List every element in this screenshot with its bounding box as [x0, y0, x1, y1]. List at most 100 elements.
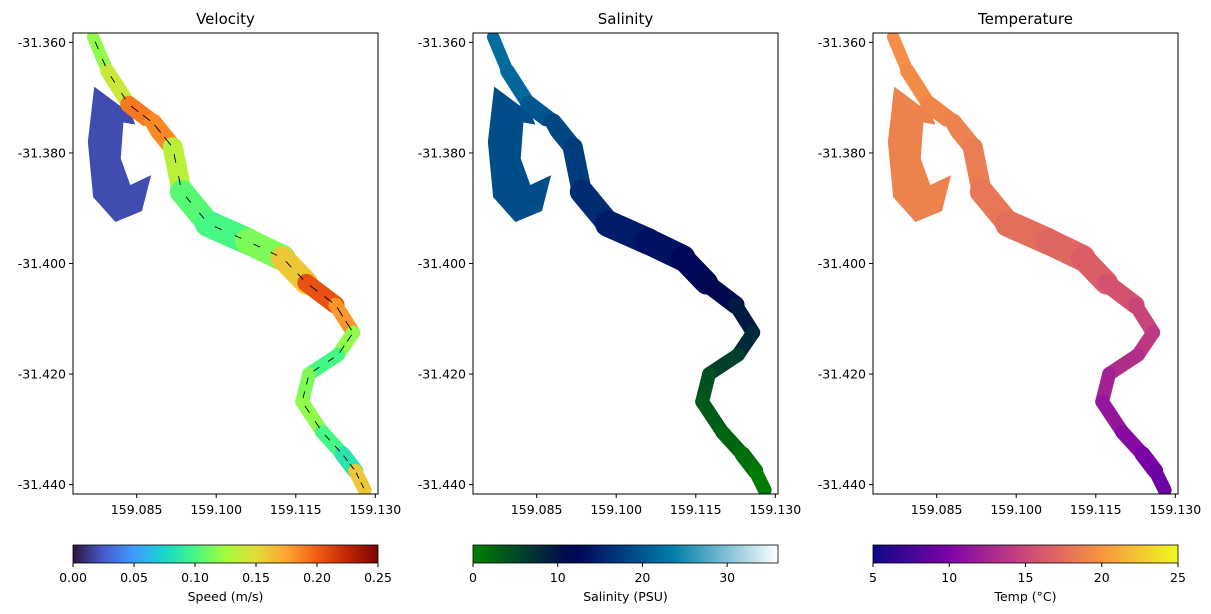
velocity-arrow	[178, 176, 181, 185]
velocity-arrow	[343, 455, 349, 462]
colorbar	[872, 544, 1179, 564]
velocity-field	[86, 33, 372, 494]
y-tick-label: -31.360	[818, 35, 866, 50]
y-tick-label: -31.420	[18, 367, 66, 382]
colorbar-label: Salinity (PSU)	[583, 589, 668, 604]
colorbar-label: Temp (°C)	[993, 589, 1056, 604]
colorbar-tick-label: 0.05	[120, 570, 148, 585]
y-tick-label: -31.440	[18, 477, 66, 492]
x-tick-label: 159.115	[1070, 502, 1122, 517]
island-land	[920, 122, 961, 186]
temperature-panel: Temperature 159.085 159.100 159.115 159.130 -…	[818, 10, 1201, 604]
x-tick-label: 159.115	[270, 502, 322, 517]
velocity-arrow	[306, 377, 309, 385]
colorbar-tick-label: 20	[634, 570, 650, 585]
salinity-panel: Salinity 159.085 159.100 159.115 159.130 -31.…	[418, 10, 801, 604]
x-tick-label: 159.100	[990, 502, 1042, 517]
island-land	[120, 122, 161, 186]
velocity-arrow	[130, 105, 139, 112]
colorbar-tick-label: 0	[469, 570, 477, 585]
y-tick-label: -31.420	[818, 367, 866, 382]
x-tick-label: 159.130	[349, 502, 401, 517]
island-land	[520, 122, 561, 186]
velocity-arrow	[304, 405, 310, 413]
y-tick-label: -31.380	[18, 145, 66, 160]
velocity-arrow	[198, 212, 205, 219]
y-tick-label: -31.360	[18, 35, 66, 50]
colorbar-tick-label: 25	[1170, 570, 1186, 585]
colorbar-tick-label: 0.15	[242, 570, 270, 585]
west-basin-fill	[87, 86, 153, 223]
colorbar-tick-label: 30	[719, 570, 735, 585]
x-tick-label: 159.115	[670, 502, 722, 517]
colorbar-tick-label: 0.10	[181, 570, 209, 585]
velocity-arrow	[324, 296, 333, 303]
velocity-arrow	[345, 320, 352, 331]
velocity-arrow	[346, 334, 353, 342]
salinity-field	[486, 33, 772, 494]
x-tick-label: 159.085	[111, 502, 163, 517]
colorbar-label: Speed (m/s)	[188, 589, 264, 604]
y-tick-label: -31.380	[818, 145, 866, 160]
velocity-arrow	[285, 261, 292, 268]
velocity-arrow	[336, 307, 344, 317]
velocity-arrow	[101, 58, 106, 67]
x-tick-label: 159.085	[911, 502, 963, 517]
velocity-arrow	[270, 251, 278, 256]
y-tick-label: -31.400	[818, 256, 866, 271]
temperature-field	[886, 33, 1172, 494]
colorbar	[72, 544, 379, 564]
colorbar-tick-label: 0.20	[303, 570, 331, 585]
velocity-arrow	[253, 243, 261, 248]
west-basin-fill	[887, 86, 953, 223]
x-tick-label: 159.085	[511, 502, 563, 517]
velocity-arrow	[324, 434, 331, 441]
velocity-arrow	[339, 345, 345, 353]
velocity-arrow	[302, 391, 306, 399]
panel-title: Temperature	[977, 10, 1073, 28]
colorbar-tick-label: 15	[1018, 570, 1034, 585]
x-tick-label: 159.100	[590, 502, 642, 517]
velocity-arrow	[110, 76, 116, 83]
panel-title: Salinity	[598, 10, 654, 28]
velocity-arrow	[142, 114, 151, 122]
velocity-arrow	[94, 41, 99, 50]
x-tick-label: 159.130	[749, 502, 801, 517]
velocity-arrow	[121, 92, 126, 100]
river-segment	[748, 463, 772, 494]
colorbar-tick-label: 20	[1094, 570, 1110, 585]
velocity-arrow	[327, 357, 335, 362]
velocity-arrow	[154, 124, 162, 134]
colorbar-tick-label: 0.00	[59, 570, 87, 585]
colorbar-tick-label: 10	[550, 570, 566, 585]
velocity-arrow	[360, 482, 365, 489]
y-tick-label: -31.400	[18, 256, 66, 271]
velocity-arrow	[334, 445, 341, 452]
velocity-panel: Velocity 159.085 159.100 159.115 159.130 -31.…	[18, 10, 401, 604]
velocity-arrow	[297, 273, 304, 280]
colorbar-tick-label: 5	[869, 570, 877, 585]
x-tick-label: 159.100	[190, 502, 242, 517]
y-tick-label: -31.420	[418, 367, 466, 382]
velocity-arrow	[314, 420, 320, 429]
velocity-arrow	[185, 196, 192, 203]
colorbar	[472, 544, 779, 564]
y-tick-label: -31.380	[418, 145, 466, 160]
velocity-arrow	[214, 226, 222, 230]
colorbar-tick-label: 10	[941, 570, 957, 585]
velocity-arrow	[234, 235, 242, 239]
velocity-arrow	[173, 154, 177, 163]
panel-title: Velocity	[196, 10, 255, 28]
velocity-arrow	[355, 472, 360, 479]
west-basin-fill	[487, 86, 553, 223]
y-tick-label: -31.440	[418, 477, 466, 492]
velocity-arrow	[309, 285, 318, 292]
velocity-arrow	[349, 463, 355, 470]
colorbar-tick-label: 0.25	[364, 570, 392, 585]
river-segment	[1148, 463, 1172, 494]
velocity-arrow	[313, 366, 320, 372]
y-tick-label: -31.440	[818, 477, 866, 492]
x-tick-label: 159.130	[1149, 502, 1201, 517]
velocity-arrow	[164, 136, 172, 146]
